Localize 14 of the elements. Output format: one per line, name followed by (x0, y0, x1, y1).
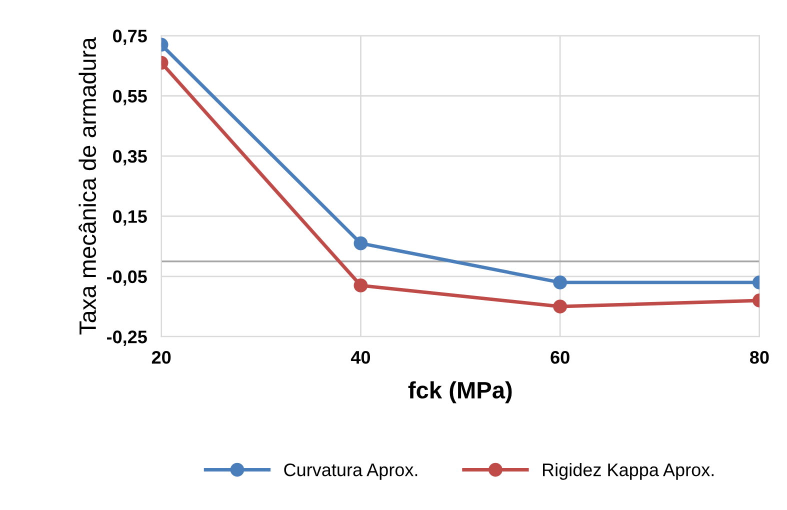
y-axis-title: Taxa mecânica de armadura (78, 37, 96, 335)
legend-label: Curvatura Aprox. (284, 463, 418, 480)
y-tick-label: 0,55 (113, 90, 147, 106)
x-axis-title: fck (MPa) (408, 381, 512, 404)
x-tick-label: 80 (750, 350, 769, 364)
y-tick-label: -0,05 (107, 270, 147, 286)
x-tick-label: 40 (350, 350, 370, 364)
y-tick-label: 0,15 (113, 210, 147, 226)
y-tick-label: 0,35 (113, 150, 147, 166)
legend-label: Rigidez Kappa Aprox. (543, 462, 714, 480)
x-tick-label: 20 (152, 350, 171, 364)
x-tick-label: 60 (550, 350, 570, 364)
y-tick-label: -0,25 (107, 330, 147, 346)
y-tick-label: 0,75 (113, 30, 147, 46)
